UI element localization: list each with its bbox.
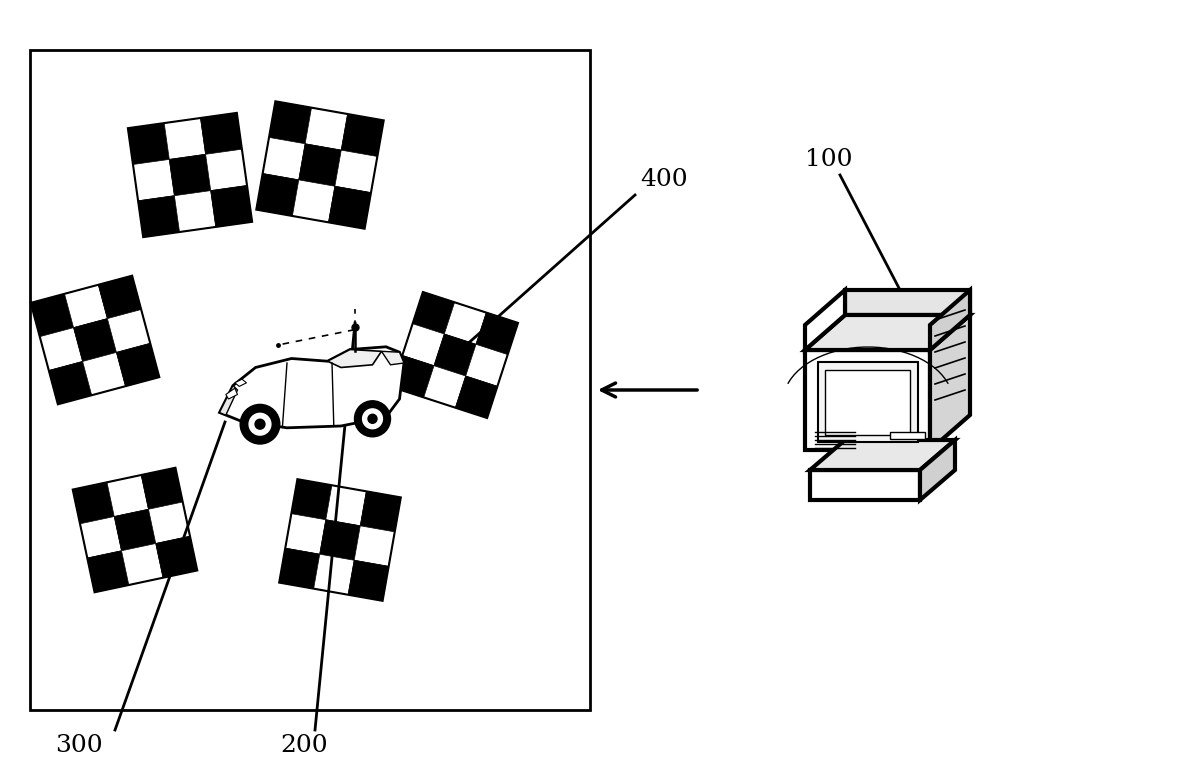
Polygon shape — [391, 355, 434, 397]
Polygon shape — [930, 315, 970, 450]
Polygon shape — [40, 327, 83, 371]
Polygon shape — [107, 310, 150, 352]
Polygon shape — [226, 389, 237, 399]
Polygon shape — [920, 440, 955, 500]
Polygon shape — [305, 108, 348, 150]
Polygon shape — [156, 536, 197, 577]
Polygon shape — [121, 543, 163, 585]
Polygon shape — [810, 440, 955, 470]
Polygon shape — [211, 186, 252, 227]
Polygon shape — [200, 113, 242, 154]
Polygon shape — [164, 118, 205, 159]
Polygon shape — [219, 347, 404, 428]
Circle shape — [355, 401, 390, 437]
Polygon shape — [117, 344, 159, 386]
Polygon shape — [466, 344, 508, 386]
Polygon shape — [413, 292, 455, 334]
Polygon shape — [31, 294, 73, 337]
Polygon shape — [444, 303, 486, 344]
Polygon shape — [382, 351, 404, 365]
Polygon shape — [329, 187, 371, 228]
Polygon shape — [423, 365, 466, 408]
Polygon shape — [87, 551, 129, 592]
Polygon shape — [476, 313, 518, 354]
Polygon shape — [348, 560, 389, 601]
Polygon shape — [434, 334, 476, 376]
Polygon shape — [455, 376, 498, 418]
Polygon shape — [149, 502, 190, 543]
Polygon shape — [805, 350, 930, 450]
Bar — [29, 50, 590, 710]
Polygon shape — [285, 514, 325, 554]
Polygon shape — [325, 485, 367, 526]
Polygon shape — [292, 180, 335, 222]
Polygon shape — [361, 491, 401, 532]
Polygon shape — [402, 324, 444, 365]
Polygon shape — [107, 475, 149, 516]
Polygon shape — [930, 290, 970, 350]
Polygon shape — [114, 509, 156, 551]
Polygon shape — [127, 123, 170, 165]
Polygon shape — [263, 138, 305, 180]
Polygon shape — [818, 362, 918, 442]
Polygon shape — [269, 101, 311, 144]
Polygon shape — [141, 467, 183, 509]
Polygon shape — [219, 385, 237, 415]
Polygon shape — [48, 361, 92, 404]
Polygon shape — [328, 350, 382, 368]
Polygon shape — [810, 470, 920, 500]
Polygon shape — [98, 276, 141, 319]
Polygon shape — [133, 159, 174, 200]
Circle shape — [249, 413, 271, 435]
Polygon shape — [298, 144, 341, 187]
Polygon shape — [354, 526, 395, 567]
Polygon shape — [805, 290, 845, 350]
Circle shape — [255, 420, 265, 429]
Polygon shape — [825, 370, 910, 435]
Polygon shape — [205, 149, 248, 190]
Polygon shape — [80, 516, 121, 558]
Polygon shape — [174, 190, 216, 232]
Circle shape — [368, 414, 377, 423]
Text: 200: 200 — [279, 734, 328, 756]
Polygon shape — [341, 114, 383, 156]
Circle shape — [241, 404, 279, 444]
Polygon shape — [73, 482, 114, 524]
Polygon shape — [170, 154, 211, 196]
Polygon shape — [138, 196, 179, 237]
Polygon shape — [291, 479, 331, 519]
Polygon shape — [256, 173, 298, 216]
Text: 100: 100 — [805, 149, 852, 172]
Polygon shape — [235, 379, 246, 386]
Polygon shape — [314, 554, 354, 594]
Bar — [890, 432, 926, 439]
Polygon shape — [279, 548, 320, 589]
Polygon shape — [65, 285, 107, 327]
Polygon shape — [83, 352, 125, 396]
Polygon shape — [73, 319, 117, 361]
Polygon shape — [805, 315, 970, 350]
Circle shape — [363, 409, 382, 429]
Text: 300: 300 — [55, 734, 103, 756]
Polygon shape — [335, 150, 377, 193]
Polygon shape — [845, 290, 970, 315]
Text: 400: 400 — [640, 169, 687, 191]
Polygon shape — [320, 519, 361, 560]
